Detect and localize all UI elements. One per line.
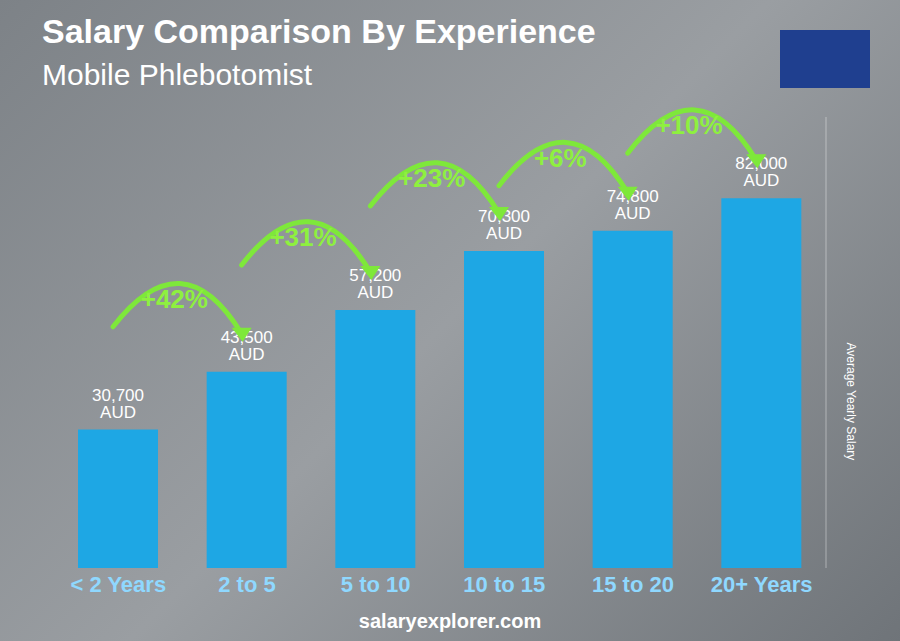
svg-text:43,500AUD: 43,500AUD xyxy=(221,328,273,364)
svg-text:15 to 20: 15 to 20 xyxy=(592,572,674,597)
svg-text:74,800AUD: 74,800AUD xyxy=(607,187,659,223)
svg-text:30,700AUD: 30,700AUD xyxy=(92,386,144,422)
svg-text:2 to 5: 2 to 5 xyxy=(218,572,275,597)
svg-text:10 to 15: 10 to 15 xyxy=(463,572,545,597)
svg-text:82,000AUD: 82,000AUD xyxy=(735,154,787,190)
svg-text:+23%: +23% xyxy=(398,163,465,193)
html-text:salaryexplorer.com: salaryexplorer.com xyxy=(358,610,542,632)
svg-text:+31%: +31% xyxy=(269,222,336,252)
html-text:Salary Comparison By Experienc: Salary Comparison By Experience xyxy=(42,12,596,50)
svg-text:5 to 10: 5 to 10 xyxy=(341,572,411,597)
svg-text:70,300AUD: 70,300AUD xyxy=(478,207,530,243)
svg-text:+42%: +42% xyxy=(141,284,208,314)
svg-text:20+ Years: 20+ Years xyxy=(711,572,813,597)
svg-text:+6%: +6% xyxy=(534,143,587,173)
svg-text:< 2 Years: < 2 Years xyxy=(71,572,167,597)
html-text:Mobile Phlebotomist: Mobile Phlebotomist xyxy=(42,58,313,91)
svg-text:Average Yearly Salary: Average Yearly Salary xyxy=(844,343,858,461)
svg-text:57,200AUD: 57,200AUD xyxy=(349,266,401,302)
svg-text:+10%: +10% xyxy=(655,110,722,140)
